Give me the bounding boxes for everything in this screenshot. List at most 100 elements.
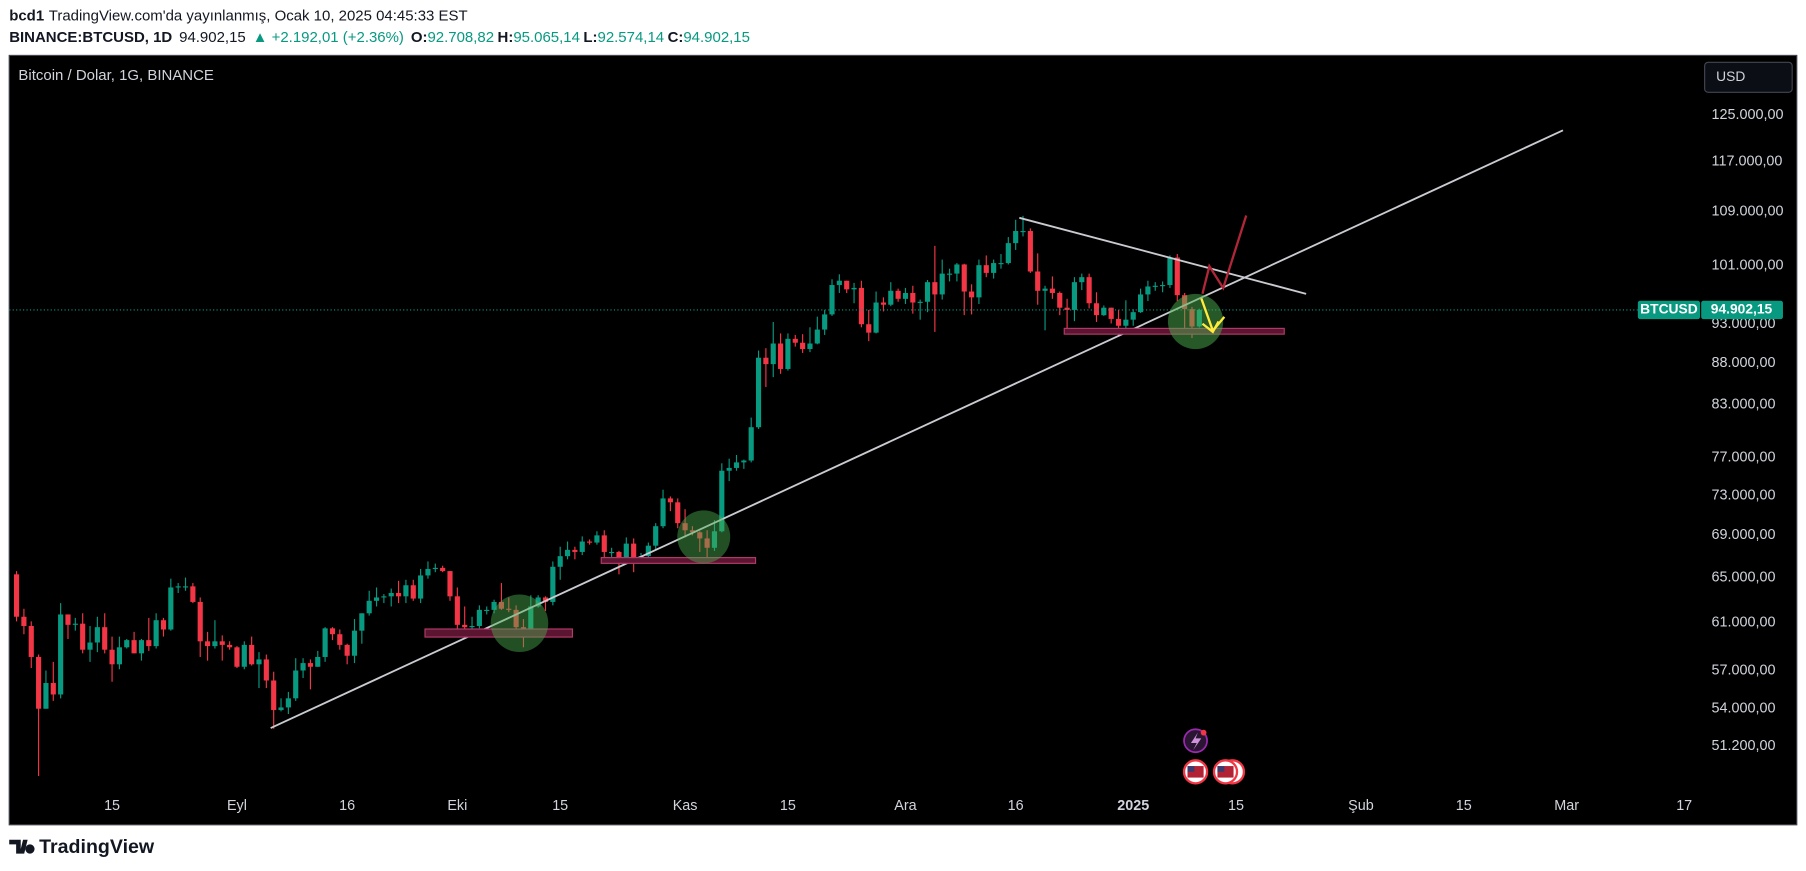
zone-box[interactable] bbox=[600, 557, 757, 564]
symbol: BINANCE:BTCUSD, 1D bbox=[9, 29, 172, 46]
y-tick-label: 77.000,00 bbox=[1712, 450, 1776, 466]
candle-body bbox=[888, 290, 894, 305]
candle-body bbox=[168, 587, 174, 630]
candle-body bbox=[1101, 307, 1107, 316]
x-tick-label: 15 bbox=[780, 798, 796, 814]
candle-body bbox=[418, 575, 424, 599]
axes: 51.200,00 54.000,00 57.000,00 61.000,00 65.0… bbox=[104, 107, 1783, 814]
candle-body bbox=[1160, 285, 1166, 287]
candle-body bbox=[43, 683, 49, 709]
candle-body bbox=[234, 647, 240, 667]
candle-body bbox=[961, 264, 967, 292]
candle-body bbox=[396, 592, 402, 597]
user-drawings bbox=[270, 129, 1564, 729]
candle-body bbox=[403, 585, 409, 597]
highlight-circle[interactable] bbox=[490, 594, 549, 653]
x-tick-label: 16 bbox=[1008, 798, 1024, 814]
candle-body bbox=[278, 707, 284, 711]
candle-body bbox=[991, 263, 997, 273]
candle-body bbox=[227, 644, 233, 648]
footer: TradingView bbox=[9, 836, 155, 858]
ohlc-label: H: bbox=[498, 29, 514, 46]
candle-body bbox=[579, 541, 585, 552]
candle-body bbox=[116, 647, 122, 665]
y-tick-label: 69.000,00 bbox=[1712, 527, 1776, 543]
candle-body bbox=[447, 571, 453, 597]
candle-body bbox=[682, 523, 688, 531]
arrow-head bbox=[1201, 320, 1220, 334]
candle-body bbox=[1020, 231, 1026, 233]
candle-body bbox=[800, 342, 806, 349]
highlight-circle[interactable] bbox=[677, 510, 731, 564]
candle-body bbox=[609, 551, 615, 554]
y-tick-label: 125.000,00 bbox=[1712, 107, 1784, 123]
candle-body bbox=[1174, 257, 1180, 296]
flag-glyph bbox=[1187, 766, 1195, 772]
x-tick-label: Mar bbox=[1554, 798, 1579, 814]
x-tick-label: Eyl bbox=[227, 798, 247, 814]
candle-body bbox=[94, 627, 100, 643]
x-tick-label: Eki bbox=[447, 798, 467, 814]
candle-body bbox=[307, 663, 313, 667]
candle-body bbox=[337, 634, 343, 645]
candle-body bbox=[160, 620, 167, 630]
candle-body bbox=[667, 498, 673, 503]
candle-body bbox=[880, 302, 887, 305]
author[interactable]: bcd1 bbox=[9, 7, 44, 24]
candle-body bbox=[697, 532, 703, 539]
y-tick-label: 109.000,00 bbox=[1712, 204, 1784, 220]
candle-body bbox=[131, 640, 137, 654]
candle-body bbox=[1145, 286, 1151, 295]
candle-body bbox=[153, 620, 159, 647]
candle-body bbox=[109, 649, 115, 665]
candle-body bbox=[454, 596, 460, 625]
flag-glyph bbox=[1217, 766, 1234, 778]
candle-body bbox=[1013, 231, 1019, 244]
candle-body bbox=[587, 541, 593, 543]
candle-body bbox=[1064, 307, 1070, 310]
currency-button[interactable] bbox=[1704, 61, 1793, 93]
projection-path[interactable] bbox=[1201, 215, 1248, 295]
candle-body bbox=[300, 663, 306, 671]
candle-body bbox=[315, 656, 321, 667]
candle-body bbox=[13, 574, 20, 617]
candle-body bbox=[631, 543, 637, 561]
trend-line[interactable] bbox=[1019, 216, 1307, 295]
brand-name[interactable]: TradingView bbox=[39, 836, 155, 858]
y-tick-label: 93.000,00 bbox=[1712, 316, 1776, 332]
highlight-circle[interactable] bbox=[1167, 293, 1224, 350]
currency-label: USD bbox=[1716, 68, 1745, 84]
candle-body bbox=[359, 613, 365, 631]
candle-body bbox=[1093, 303, 1100, 316]
candle-body bbox=[1035, 271, 1041, 291]
candle-body bbox=[778, 343, 784, 369]
candle-body bbox=[748, 427, 754, 461]
candle-body bbox=[1079, 277, 1085, 283]
candle-body bbox=[616, 551, 622, 560]
zone-box[interactable] bbox=[424, 628, 574, 638]
candle-body bbox=[645, 545, 651, 557]
candle-body bbox=[1042, 288, 1048, 291]
price-badge-label: 94.902,15 bbox=[1711, 301, 1773, 317]
candle-body bbox=[212, 641, 218, 647]
event-icons bbox=[1182, 728, 1246, 785]
candle-body bbox=[498, 601, 504, 609]
event-dot bbox=[1200, 729, 1207, 736]
candle-body bbox=[1049, 288, 1055, 293]
candle-body bbox=[741, 460, 747, 463]
candle-body bbox=[484, 609, 490, 612]
candle-body bbox=[564, 549, 571, 557]
candle-body bbox=[285, 698, 291, 708]
candle-body bbox=[271, 680, 277, 711]
candle-body bbox=[440, 567, 446, 572]
candle-body bbox=[1167, 257, 1173, 286]
candle-body bbox=[256, 659, 262, 665]
candle-body bbox=[373, 597, 380, 601]
x-tick-label: 15 bbox=[552, 798, 568, 814]
plot-area bbox=[9, 215, 1699, 777]
candle-body bbox=[726, 467, 732, 471]
candle-body bbox=[36, 656, 42, 709]
candle-body bbox=[873, 302, 879, 333]
candle-body bbox=[1152, 285, 1158, 287]
